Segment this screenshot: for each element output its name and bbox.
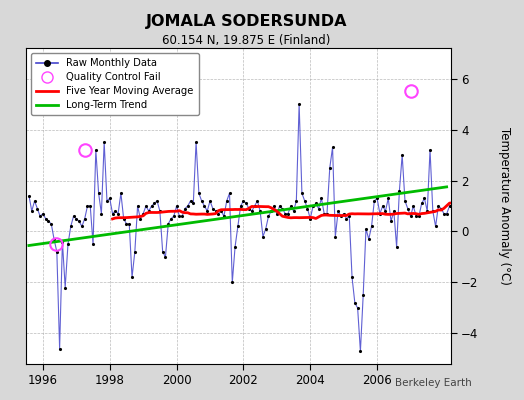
Legend: Raw Monthly Data, Quality Control Fail, Five Year Moving Average, Long-Term Tren: Raw Monthly Data, Quality Control Fail, … — [31, 53, 199, 115]
Text: JOMALA SODERSUNDA: JOMALA SODERSUNDA — [146, 14, 347, 29]
Text: Berkeley Earth: Berkeley Earth — [395, 378, 472, 388]
Y-axis label: Temperature Anomaly (°C): Temperature Anomaly (°C) — [498, 127, 511, 285]
Text: 60.154 N, 19.875 E (Finland): 60.154 N, 19.875 E (Finland) — [162, 34, 331, 47]
